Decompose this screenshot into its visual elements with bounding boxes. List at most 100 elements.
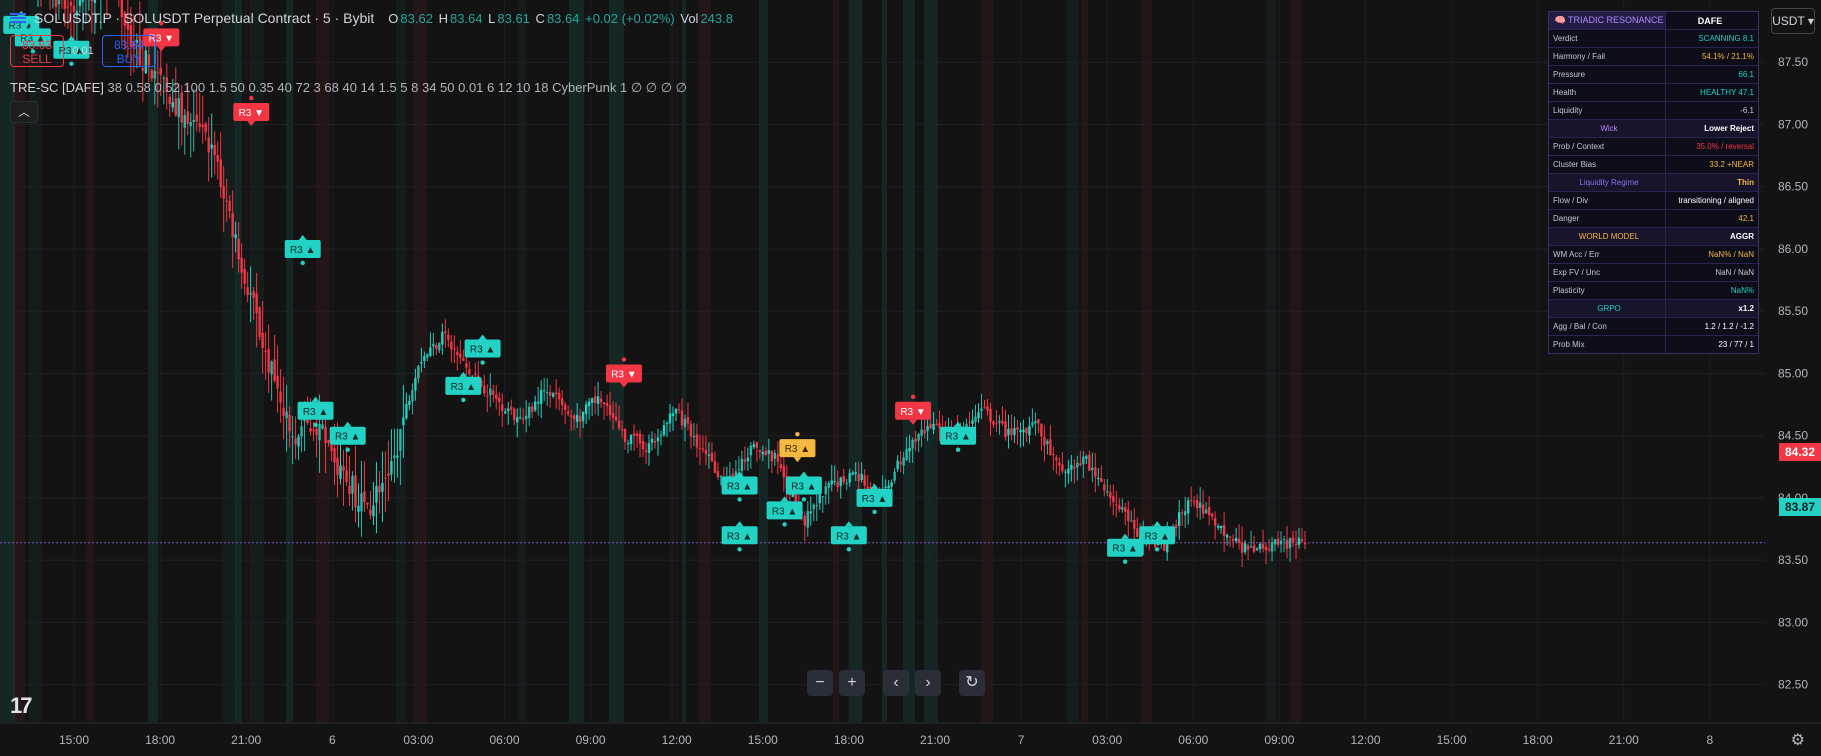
candle-body: [716, 471, 720, 478]
candle-body: [626, 442, 630, 445]
candle-body: [402, 417, 405, 426]
candle-body: [162, 77, 165, 79]
x-tick-label: 15:00: [59, 733, 89, 747]
candle-body: [806, 511, 809, 528]
table-row: Plasticity NaN%: [1549, 282, 1758, 300]
candle-body: [719, 475, 723, 477]
signal-label-text: R3 ▲: [470, 345, 495, 356]
table-row: Agg / Bal / Con 1.2 / 1.2 / -1.2: [1549, 318, 1758, 336]
signal-dot: [795, 431, 800, 437]
candle-body: [258, 307, 261, 337]
candle-body: [761, 452, 765, 455]
signal-label-text: R3 ▲: [1112, 544, 1137, 555]
signal-dot: [872, 509, 877, 515]
candle-body: [207, 137, 210, 153]
x-tick-label: 18:00: [834, 733, 864, 747]
zoom-in-button[interactable]: +: [839, 670, 865, 696]
y-tick-label: 85.50: [1778, 304, 1808, 318]
gear-icon[interactable]: ⚙: [1790, 732, 1805, 749]
signal-label-text: R3 ▲: [836, 531, 861, 542]
table-row-value: HEALTHY 47.1: [1700, 88, 1754, 97]
table-row: Cluster Bias 33.2 +NEAR: [1549, 156, 1758, 174]
candle-body: [1040, 423, 1043, 437]
candle-body: [1046, 440, 1049, 445]
signal-label-box: [445, 376, 482, 395]
scroll-right-button[interactable]: ›: [915, 670, 941, 696]
candle-body: [920, 429, 923, 436]
candle-body: [1079, 463, 1082, 465]
regime-band: [249, 0, 264, 722]
regime-band: [316, 0, 330, 722]
candle-body: [917, 433, 920, 441]
buy-button[interactable]: 83.64 BUY: [102, 35, 156, 67]
candle-body: [156, 72, 159, 74]
candle-body: [1288, 538, 1292, 549]
table-row-value: 42.1: [1738, 214, 1754, 223]
signal-dot: [480, 360, 485, 365]
table-row-key: Plasticity: [1549, 282, 1666, 299]
candle-body: [411, 390, 414, 402]
signal-label-box: [1139, 526, 1176, 545]
candle-body: [1267, 549, 1271, 551]
zoom-out-button[interactable]: −: [807, 670, 833, 696]
collapse-legend-button[interactable]: ︿: [10, 101, 38, 123]
candle-body: [743, 459, 747, 462]
regime-band: [1141, 0, 1152, 722]
x-tick-label: 15:00: [1437, 733, 1467, 747]
signal-label-box: [1107, 538, 1144, 557]
signal-label-box: [605, 364, 642, 383]
candle-body: [444, 331, 447, 333]
indicator-legend[interactable]: TRE-SC [DAFE] 38 0.58 0.52 100 1.5 50 0.…: [10, 80, 687, 96]
candle-body: [291, 436, 294, 438]
candle-body: [893, 471, 896, 481]
candle-body: [974, 416, 977, 423]
candle-body: [1183, 511, 1187, 516]
candle-body: [1130, 520, 1133, 522]
table-row-key: WM Acc / Err: [1549, 246, 1666, 263]
candle-body: [267, 348, 270, 373]
table-row: Harmony / Fail 54.1% / 21.1%: [1549, 48, 1758, 66]
menu-icon[interactable]: [10, 11, 26, 25]
candle-body: [216, 155, 219, 162]
candle-body: [465, 363, 468, 368]
signal-label-pointer: [28, 23, 37, 29]
candle-body: [773, 452, 777, 459]
candle-body: [408, 400, 411, 406]
x-tick-label: 06:00: [489, 733, 519, 747]
signal-dot: [955, 447, 961, 452]
candle-body: [842, 476, 845, 483]
candle-body: [270, 361, 273, 375]
currency-button[interactable]: USDT ▾: [1771, 8, 1815, 34]
signal-label-box: [297, 401, 334, 420]
candle-body: [336, 457, 339, 476]
candle-body: [809, 511, 812, 514]
y-tick-label: 86.00: [1778, 242, 1808, 256]
candle-body: [294, 438, 297, 445]
candle-body: [782, 466, 786, 478]
candle-body: [884, 487, 887, 489]
signal-label-box: [830, 526, 867, 545]
candle-body: [243, 268, 246, 284]
candle-body: [1037, 419, 1040, 424]
sell-button[interactable]: 83.63 SELL: [10, 35, 64, 67]
candle-body: [420, 361, 423, 364]
candle-body: [384, 477, 387, 479]
table-row-value: SCANNING 8.1: [1698, 34, 1754, 43]
scroll-left-button[interactable]: ‹: [883, 670, 909, 696]
signal-label-pointer: [1153, 521, 1162, 527]
tradingview-logo-icon: 17: [10, 693, 33, 718]
table-row: Health HEALTHY 47.1: [1549, 84, 1758, 102]
x-tick-label: 03:00: [403, 733, 433, 747]
table-row-value: NaN%: [1730, 286, 1754, 295]
table-row-key: Danger: [1549, 210, 1666, 227]
candle-body: [255, 293, 258, 313]
candle-body: [1118, 505, 1121, 510]
candle-body: [1100, 478, 1103, 483]
candle-body: [539, 389, 543, 404]
table-row-value: AGGR: [1730, 232, 1754, 241]
candle-body: [519, 417, 522, 419]
candle-body: [120, 0, 124, 18]
reset-chart-button[interactable]: ↻: [959, 670, 985, 696]
symbol-title[interactable]: SOLUSDT.P · SOLUSDT Perpetual Contract ·…: [34, 10, 375, 26]
